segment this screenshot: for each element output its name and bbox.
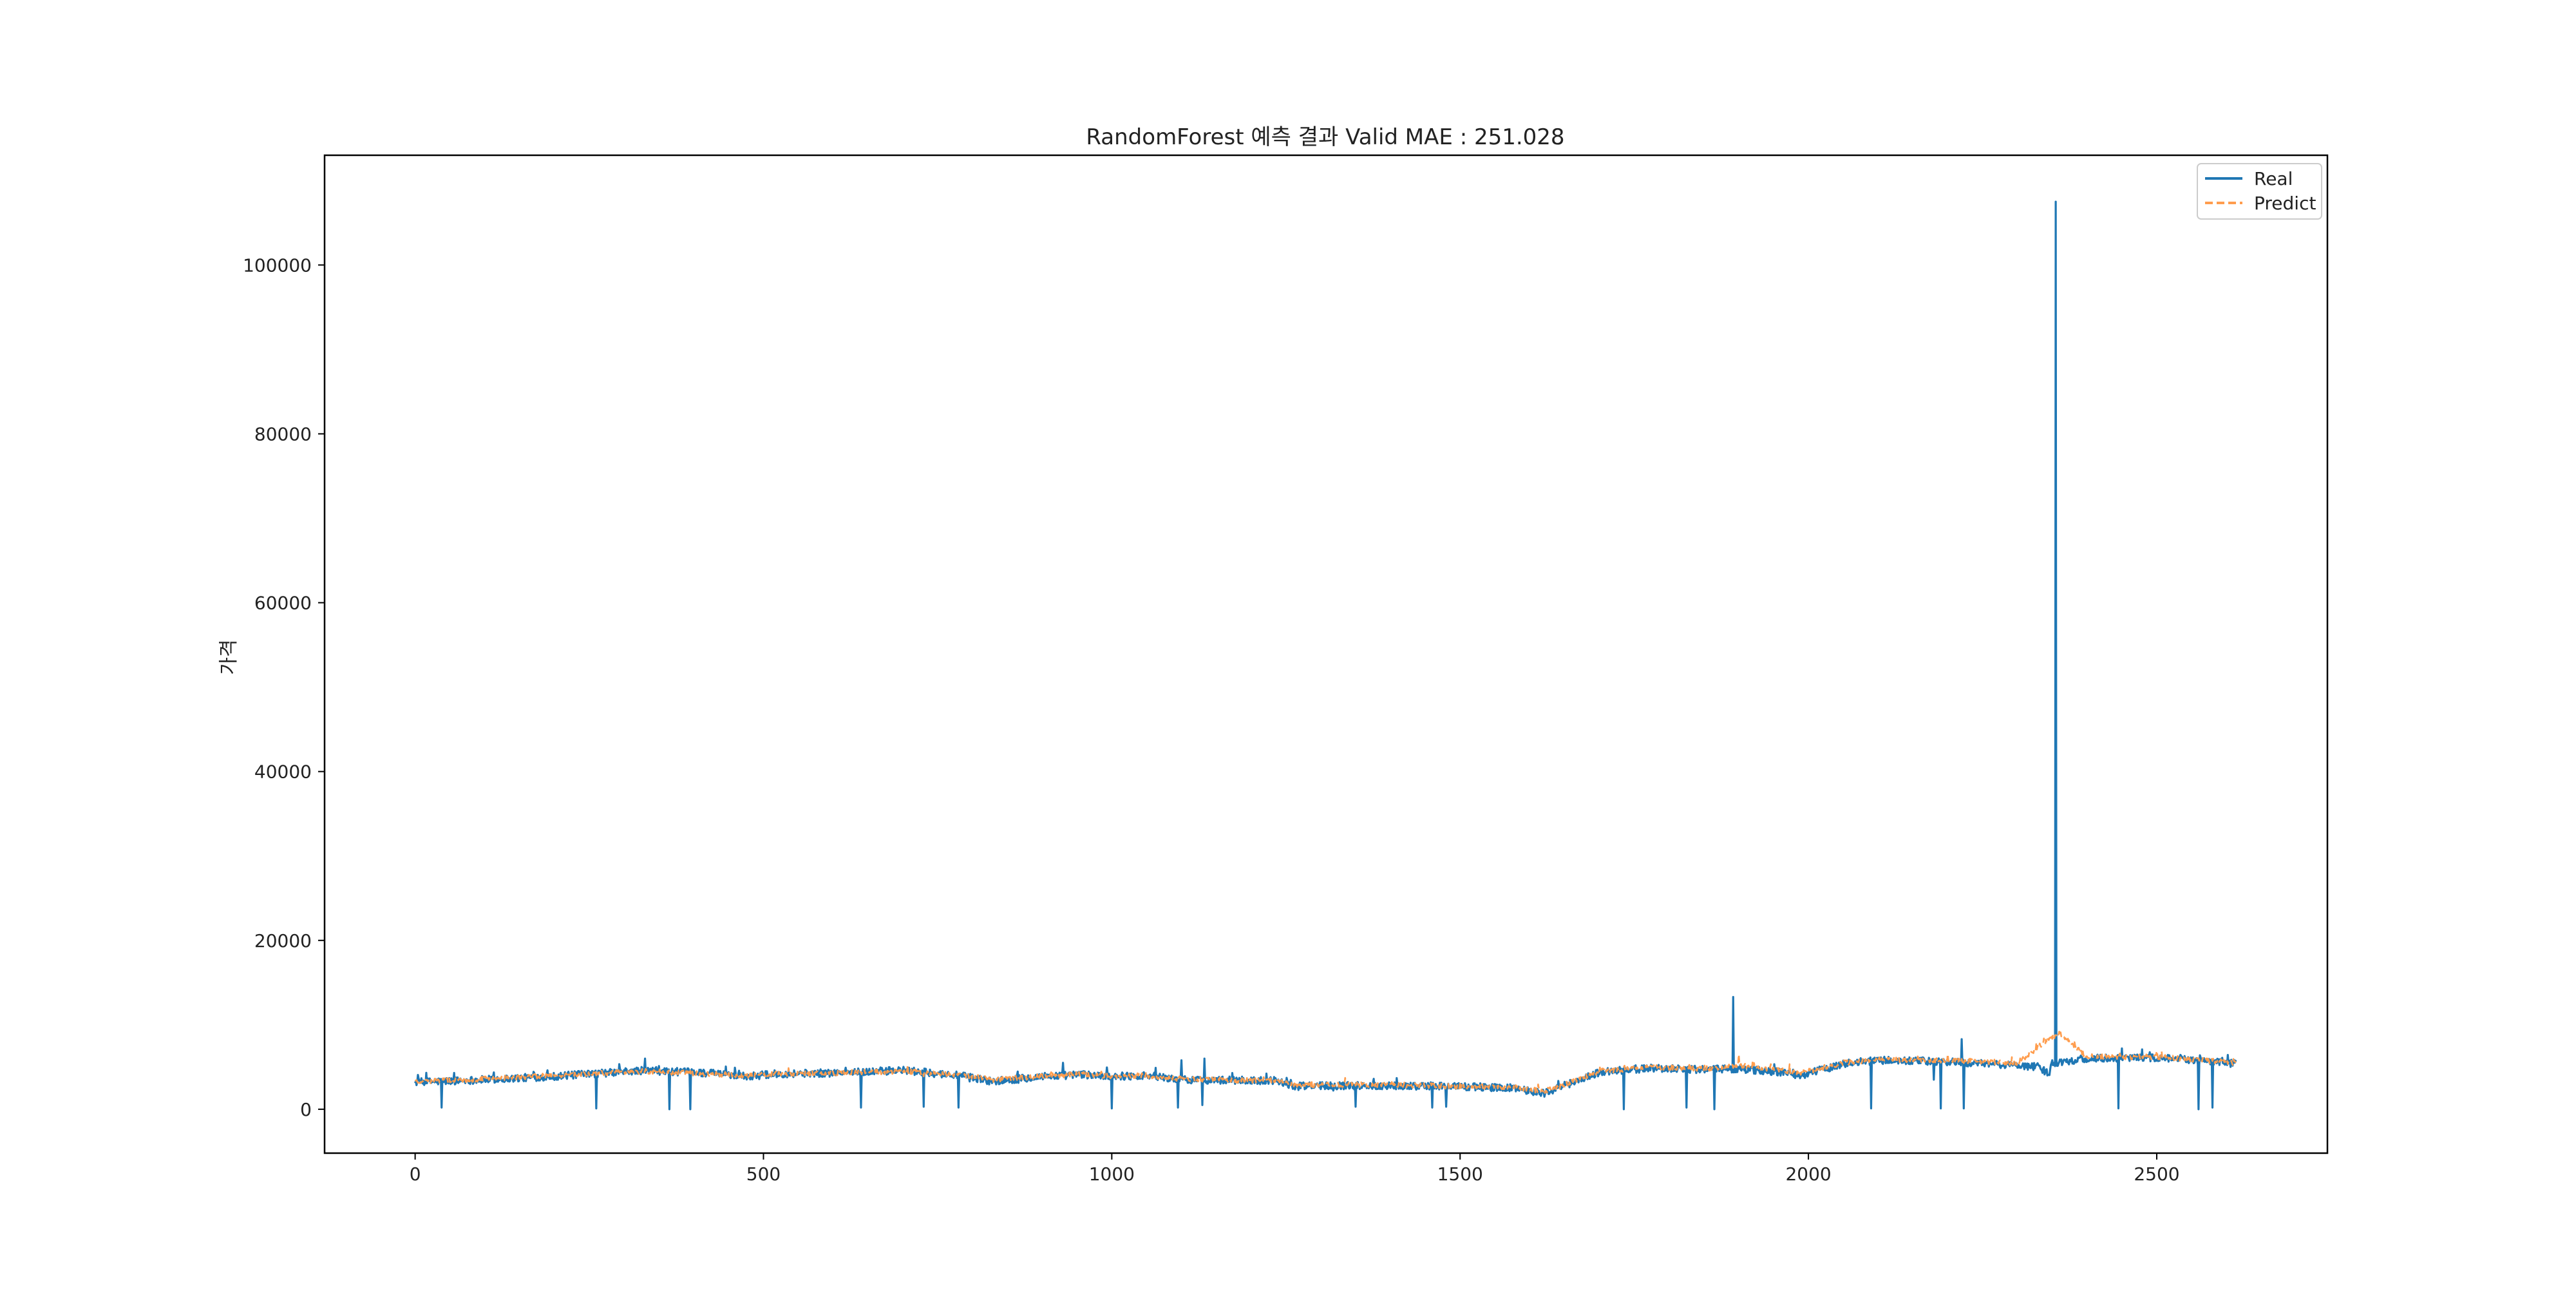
x-axis-ticks: 0 500 1000 1500 2000 2500 (410, 1153, 2180, 1185)
y-axis-label: 가격 (218, 639, 240, 674)
series-layer (414, 200, 2237, 1111)
chart-title: RandomForest 예측 결과 Valid MAE : 251.028 (1086, 124, 1564, 150)
legend: Real Predict (2197, 163, 2322, 220)
y-tick-label: 60000 (254, 593, 312, 614)
x-tick-label: 1000 (1089, 1163, 1135, 1185)
legend-real-label: Real (2254, 168, 2293, 189)
x-tick-label: 0 (410, 1163, 421, 1185)
x-tick-label: 2000 (1785, 1163, 1831, 1185)
y-tick-label: 100000 (243, 254, 312, 276)
series-line-predict (414, 1030, 2237, 1094)
y-tick-label: 80000 (254, 423, 312, 445)
y-tick-label: 40000 (254, 761, 312, 783)
x-tick-label: 500 (746, 1163, 781, 1185)
x-tick-label: 2500 (2134, 1163, 2179, 1185)
y-tick-label: 0 (300, 1099, 312, 1120)
legend-predict-label: Predict (2254, 193, 2316, 214)
x-tick-label: 1500 (1437, 1163, 1483, 1185)
plot-frame (323, 154, 2329, 1154)
y-tick-label: 20000 (254, 930, 312, 952)
y-axis-ticks: 0 20000 40000 60000 80000 100000 (243, 254, 325, 1120)
